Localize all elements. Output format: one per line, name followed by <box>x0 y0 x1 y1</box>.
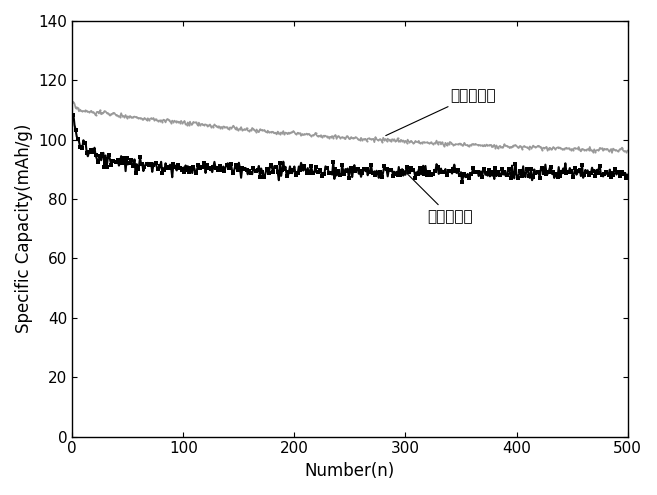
Y-axis label: Specific Capacity(mAh/g): Specific Capacity(mAh/g) <box>15 124 33 334</box>
Text: 超级锨酸锂: 超级锨酸锂 <box>386 88 495 136</box>
X-axis label: Number(n): Number(n) <box>305 462 395 480</box>
Text: 纯相锨酸锂: 纯相锨酸锂 <box>402 168 473 224</box>
